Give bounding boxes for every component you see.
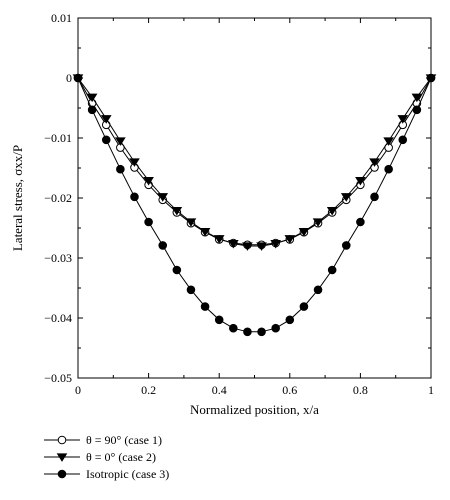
data-point	[369, 158, 380, 167]
series-line	[77, 77, 432, 333]
data-point	[370, 192, 379, 202]
data-point	[299, 302, 309, 311]
data-point	[158, 241, 168, 250]
y-tick-label: −0.02	[44, 191, 72, 205]
data-point	[144, 217, 153, 227]
x-tick-label: 0.8	[353, 383, 368, 397]
data-point	[411, 93, 423, 103]
data-point	[87, 105, 97, 115]
x-tick-label: 0.6	[282, 383, 297, 397]
data-point	[243, 327, 252, 337]
data-point	[257, 327, 266, 337]
data-point	[86, 93, 98, 103]
data-point	[384, 164, 393, 174]
data-point	[271, 323, 280, 333]
legend-marker	[57, 435, 67, 445]
y-tick-label: −0.01	[44, 131, 72, 145]
data-point	[185, 218, 197, 227]
x-tick-label: 0.4	[212, 383, 227, 397]
data-point	[199, 227, 211, 237]
data-point	[171, 206, 183, 216]
legend-item: Isotropic (case 3)	[44, 467, 169, 481]
legend-marker	[57, 469, 67, 479]
data-point	[356, 217, 365, 227]
data-point	[186, 285, 196, 295]
data-point	[129, 158, 140, 167]
data-point	[214, 315, 224, 325]
series-1	[73, 73, 436, 250]
data-point	[312, 218, 324, 227]
data-point	[256, 242, 267, 251]
legend-item: θ = 0° (case 2)	[44, 450, 156, 464]
x-tick-label: 1	[428, 383, 434, 397]
series-line	[77, 77, 432, 246]
data-point	[355, 176, 366, 186]
data-point	[143, 176, 154, 186]
data-point	[326, 206, 338, 216]
data-point	[101, 135, 111, 145]
data-point	[313, 285, 323, 295]
data-point	[157, 193, 169, 202]
data-point	[270, 239, 282, 249]
data-point	[115, 137, 126, 146]
legend-item: θ = 90° (case 1)	[44, 433, 162, 447]
data-point	[242, 242, 253, 251]
legend-label: θ = 90° (case 1)	[86, 433, 162, 447]
y-axis-label: Lateral stress, σxx/P	[10, 145, 25, 251]
series-layer	[72, 73, 437, 337]
series-3	[73, 73, 436, 337]
data-point	[285, 315, 295, 325]
y-tick-label: 0	[66, 71, 72, 85]
series-2	[72, 74, 437, 251]
data-point	[426, 73, 436, 83]
y-tick-label: −0.04	[44, 311, 72, 325]
data-point	[130, 192, 139, 202]
data-point	[298, 227, 310, 237]
series-line	[77, 77, 432, 247]
data-point	[73, 73, 83, 83]
legend: θ = 90° (case 1) θ = 0° (case 2) Isotropic…	[44, 433, 169, 481]
data-point	[340, 193, 352, 202]
data-point	[412, 105, 422, 115]
legend-label: θ = 0° (case 2)	[86, 450, 156, 464]
data-point	[341, 241, 351, 250]
data-point	[100, 115, 112, 124]
data-point	[227, 239, 239, 249]
data-point	[200, 302, 210, 311]
legend-label: Isotropic (case 3)	[86, 467, 169, 481]
x-axis-ticks: 0 0.2 0.4 0.6 0.8 1	[75, 18, 434, 397]
y-tick-label: −0.03	[44, 251, 72, 265]
data-point	[229, 323, 238, 333]
data-point	[383, 137, 394, 146]
data-point	[398, 135, 408, 145]
data-point	[213, 235, 225, 244]
data-point	[116, 164, 125, 174]
data-point	[327, 265, 337, 275]
x-tick-label: 0	[75, 383, 81, 397]
x-axis-label: Normalized position, x/a	[190, 402, 319, 417]
x-tick-label: 0.2	[141, 383, 156, 397]
y-axis-ticks: 0.01 0 −0.01 −0.02 −0.03 −0.04 −0.05	[44, 11, 431, 385]
y-tick-label: −0.05	[44, 371, 72, 385]
legend-marker	[56, 453, 68, 462]
data-point	[397, 115, 409, 124]
data-point	[284, 235, 296, 244]
data-point	[172, 265, 182, 275]
y-tick-label: 0.01	[51, 11, 72, 25]
